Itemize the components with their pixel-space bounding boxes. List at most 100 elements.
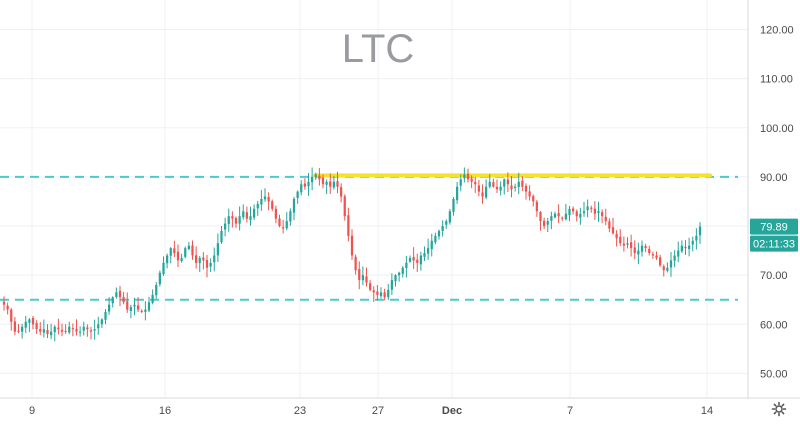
candle[interactable] (271, 199, 274, 212)
candle-body[interactable] (329, 181, 332, 187)
candle[interactable] (314, 172, 317, 180)
candle[interactable] (611, 217, 615, 235)
candle[interactable] (53, 325, 56, 342)
candle-body[interactable] (383, 292, 386, 298)
candle[interactable] (354, 254, 357, 275)
candle[interactable] (249, 206, 252, 226)
candle[interactable] (17, 324, 20, 334)
candle-body[interactable] (176, 251, 180, 261)
candle[interactable] (79, 326, 82, 337)
candle-body[interactable] (75, 328, 78, 332)
candle-body[interactable] (140, 310, 143, 313)
candle[interactable] (343, 194, 346, 221)
candle-body[interactable] (93, 329, 96, 331)
candle-body[interactable] (271, 201, 274, 209)
candle-body[interactable] (296, 191, 299, 198)
candle-body[interactable] (412, 256, 415, 261)
candle-body[interactable] (684, 246, 687, 249)
candle[interactable] (521, 176, 524, 192)
candle[interactable] (202, 252, 205, 270)
candle[interactable] (387, 283, 390, 301)
candle-body[interactable] (564, 213, 567, 220)
candle-body[interactable] (539, 212, 542, 222)
candle-body[interactable] (644, 246, 647, 249)
candle-body[interactable] (503, 179, 506, 187)
candle[interactable] (187, 242, 190, 251)
candle-body[interactable] (336, 181, 339, 187)
candle-body[interactable] (532, 196, 535, 202)
candle-body[interactable] (630, 242, 633, 249)
candle[interactable] (133, 297, 136, 316)
candle[interactable] (575, 209, 578, 222)
candle[interactable] (350, 229, 354, 260)
candle-body[interactable] (557, 213, 560, 217)
candle-body[interactable] (506, 179, 509, 185)
candle-body[interactable] (597, 211, 600, 213)
candle[interactable] (546, 218, 549, 233)
candle[interactable] (285, 212, 288, 231)
candle[interactable] (10, 307, 13, 331)
candle[interactable] (278, 214, 281, 228)
candle[interactable] (477, 180, 480, 197)
candle[interactable] (655, 251, 658, 260)
candle-body[interactable] (492, 182, 495, 187)
candle[interactable] (242, 204, 245, 220)
candle-body[interactable] (86, 327, 89, 330)
candle-body[interactable] (314, 174, 317, 178)
candle[interactable] (376, 285, 379, 301)
candle-body[interactable] (481, 192, 484, 197)
candle[interactable] (470, 175, 473, 189)
candle[interactable] (532, 194, 535, 207)
candle-body[interactable] (267, 197, 270, 202)
candle-body[interactable] (546, 221, 549, 225)
candle-body[interactable] (126, 301, 129, 310)
candle-body[interactable] (325, 181, 328, 185)
candle-body[interactable] (615, 233, 618, 239)
candle[interactable] (162, 256, 165, 276)
candle-body[interactable] (173, 248, 176, 254)
candle-body[interactable] (441, 226, 444, 231)
candle-body[interactable] (485, 186, 488, 198)
candle[interactable] (492, 178, 495, 188)
candle-body[interactable] (42, 329, 45, 333)
candle-body[interactable] (619, 236, 622, 244)
candle[interactable] (147, 296, 151, 313)
candle-body[interactable] (274, 208, 277, 219)
candle[interactable] (140, 309, 143, 314)
candle[interactable] (303, 178, 306, 190)
candle[interactable] (680, 240, 683, 253)
candle[interactable] (648, 245, 651, 256)
candle-body[interactable] (347, 215, 350, 236)
candle-body[interactable] (53, 326, 56, 333)
candle[interactable] (231, 211, 234, 228)
candle-body[interactable] (300, 184, 303, 193)
candle[interactable] (633, 240, 636, 260)
candle-body[interactable] (622, 243, 625, 246)
candle-body[interactable] (474, 182, 477, 185)
candle[interactable] (463, 167, 466, 183)
candle-body[interactable] (568, 208, 571, 216)
candle-body[interactable] (263, 196, 267, 200)
candle-body[interactable] (521, 180, 524, 187)
candle-body[interactable] (390, 280, 393, 290)
candle-body[interactable] (343, 196, 346, 217)
candle-body[interactable] (691, 240, 694, 245)
candle-body[interactable] (365, 276, 368, 283)
candle-body[interactable] (419, 255, 422, 265)
candle[interactable] (372, 286, 375, 302)
candle-body[interactable] (553, 213, 557, 218)
candle-body[interactable] (387, 289, 390, 298)
candle[interactable] (698, 222, 702, 244)
candle[interactable] (445, 219, 448, 229)
candle-body[interactable] (10, 309, 13, 322)
candle[interactable] (495, 179, 499, 193)
candle-body[interactable] (31, 317, 35, 325)
candle[interactable] (398, 271, 401, 282)
candle-body[interactable] (524, 185, 528, 192)
candle[interactable] (176, 244, 180, 268)
candle-body[interactable] (514, 186, 517, 188)
candle[interactable] (499, 181, 502, 196)
candle-body[interactable] (169, 248, 172, 256)
candle[interactable] (89, 326, 93, 340)
